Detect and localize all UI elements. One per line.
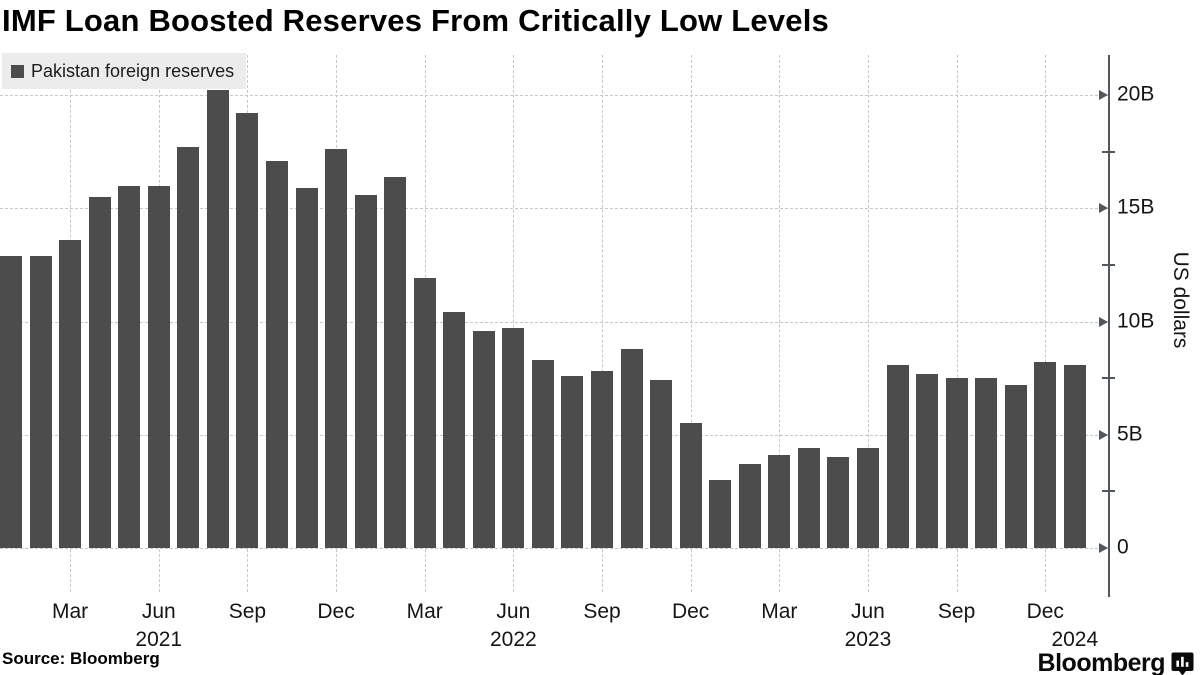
reserves-bar [265, 160, 288, 548]
x-axis-year-label: 2022 [489, 628, 537, 651]
reserves-bar [531, 360, 554, 548]
x-axis-tick-label: Jun [496, 600, 531, 623]
gridline-horizontal [0, 548, 1108, 549]
gridline-vertical [1045, 55, 1047, 592]
reserves-bar [59, 239, 82, 548]
x-axis-year-label: 2023 [844, 628, 892, 651]
y-axis-tick-label: 10B [1117, 309, 1155, 333]
reserves-bar [354, 194, 377, 548]
y-axis-tick-label: 20B [1117, 82, 1155, 106]
reserves-bar [886, 364, 909, 548]
reserves-bar [1004, 384, 1027, 548]
y-axis-tick-label: 0 [1117, 535, 1129, 559]
reserves-bar [591, 371, 613, 548]
reserves-bar [502, 328, 525, 548]
bloomberg-wordmark: Bloomberg [1037, 649, 1166, 675]
x-axis-year-label: 2024 [1051, 628, 1099, 651]
x-axis-tick-label: Dec [671, 600, 710, 623]
reserves-bar [413, 278, 436, 548]
bloomberg-brand: Bloomberg [1038, 649, 1194, 675]
x-axis-tick-label: Sep [583, 600, 621, 623]
reserves-bar [472, 330, 495, 548]
x-axis-tick-label: Dec [1026, 600, 1064, 623]
reserves-bar [88, 196, 111, 548]
y-axis-major-tick [1099, 543, 1108, 553]
gridline-vertical [690, 55, 692, 592]
y-axis-title: US dollars [1169, 251, 1192, 349]
gridline-horizontal [0, 321, 1108, 323]
y-axis-major-tick [1099, 316, 1108, 327]
gridline-vertical [513, 55, 515, 592]
source-credit: Source: Bloomberg [2, 649, 160, 668]
bloomberg-terminal-icon [1171, 652, 1194, 675]
y-axis-tick-label: 5B [1117, 422, 1143, 446]
reserves-bar [709, 480, 732, 548]
reserves-bar [1034, 362, 1057, 548]
reserves-bar [118, 185, 141, 548]
y-axis-tick-label: 15B [1117, 195, 1155, 219]
reserves-bar [945, 378, 968, 548]
reserves-bar [620, 348, 643, 548]
y-axis-major-tick [1099, 429, 1108, 440]
reserves-bar [561, 375, 584, 548]
reserves-bar [384, 176, 407, 548]
reserves-bar [679, 423, 702, 548]
reserves-bar [325, 149, 348, 548]
reserves-bar [236, 113, 259, 548]
reserves-bar [738, 464, 761, 548]
reserves-bar [975, 378, 998, 548]
reserves-bar [650, 380, 673, 548]
reserves-bar [0, 255, 22, 548]
legend-swatch-icon [11, 64, 24, 78]
x-axis-tick-label: Mar [761, 600, 798, 623]
x-axis-tick-label: Sep [228, 600, 267, 623]
y-axis-major-tick [1099, 90, 1108, 100]
legend-label: Pakistan foreign reserves [31, 60, 235, 81]
legend: Pakistan foreign reserves [2, 53, 247, 89]
x-axis-tick-label: Sep [937, 600, 976, 623]
chart-title: IMF Loan Boosted Reserves From Criticall… [2, 3, 829, 38]
x-axis-tick-label: Mar [52, 600, 89, 623]
reserves-bar [29, 255, 52, 548]
x-axis-tick-label: Jun [851, 600, 885, 623]
reserves-bar [797, 448, 820, 548]
reserves-bar [916, 373, 939, 548]
x-axis-year-label: 2021 [135, 628, 183, 651]
reserves-bar [768, 455, 791, 548]
reserves-bar [443, 312, 466, 548]
x-axis-tick-label: Mar [406, 600, 443, 623]
reserves-bar [856, 448, 879, 548]
gridline-horizontal [0, 208, 1108, 210]
y-axis-major-tick [1099, 203, 1108, 214]
gridline-horizontal [0, 434, 1108, 436]
reserves-bar [177, 147, 200, 548]
reserves-bar [295, 187, 318, 548]
reserves-bar [827, 457, 850, 548]
x-axis-tick-label: Dec [317, 600, 355, 623]
gridline-vertical [956, 55, 958, 592]
reserves-bar [147, 185, 170, 548]
reserves-bar [1063, 364, 1086, 548]
reserves-bar [206, 90, 229, 548]
gridline-horizontal [0, 95, 1108, 96]
gridline-vertical [867, 55, 869, 592]
gridline-vertical [602, 55, 603, 592]
x-axis-tick-label: Jun [141, 600, 176, 623]
gridline-vertical [779, 55, 781, 592]
y-axis-line [1108, 55, 1110, 597]
